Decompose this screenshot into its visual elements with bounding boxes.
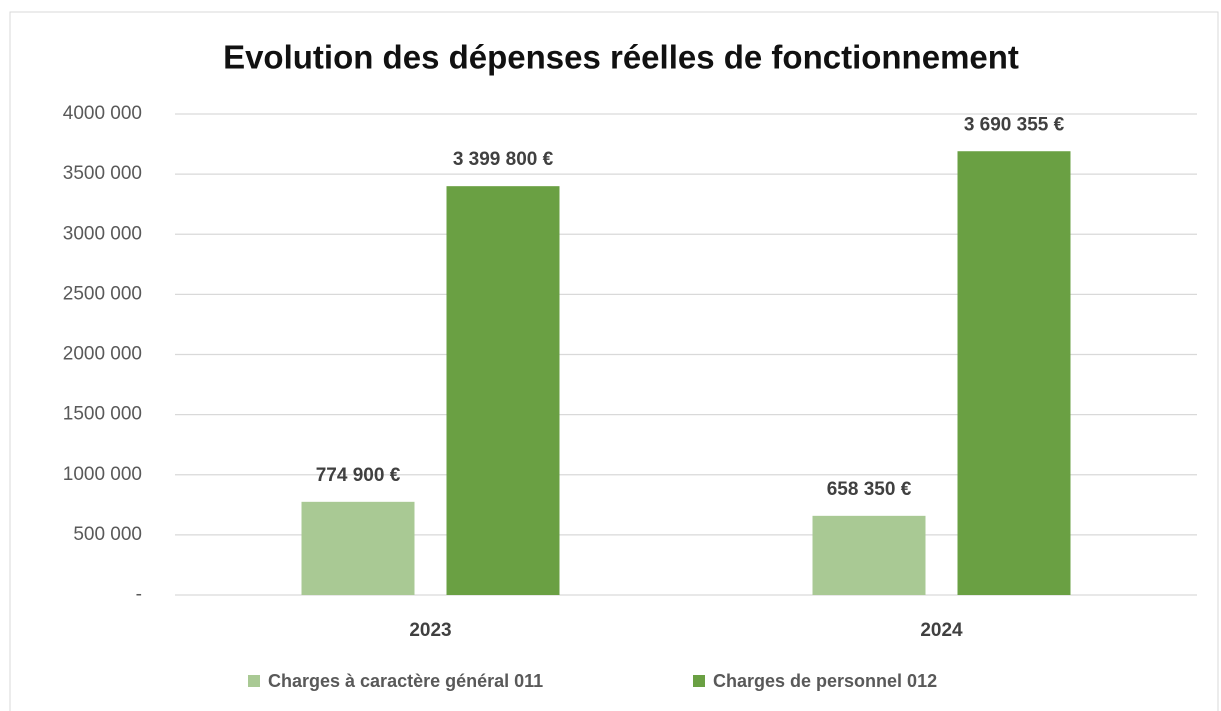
legend-swatch (693, 675, 705, 687)
y-tick-label: 3500 000 (63, 163, 142, 184)
bar (812, 515, 926, 595)
legend-label: Charges de personnel 012 (713, 671, 937, 691)
y-tick-label: 2000 000 (63, 344, 142, 365)
y-tick-label: 3000 000 (63, 223, 142, 244)
x-tick-label: 2023 (409, 620, 451, 641)
bar (957, 151, 1071, 596)
bar (301, 501, 415, 595)
x-tick-label: 2024 (920, 620, 963, 641)
value-label: 658 350 € (827, 479, 912, 500)
y-tick-label: 500 000 (73, 524, 142, 545)
y-tick-label: 2500 000 (63, 283, 142, 304)
bar (446, 186, 560, 595)
y-tick-label: 1500 000 (63, 404, 142, 425)
legend-swatch (248, 675, 260, 687)
legend-label: Charges à caractère général 011 (268, 671, 543, 691)
chart-title: Evolution des dépenses réelles de foncti… (223, 39, 1019, 76)
y-tick-label: 4000 000 (63, 103, 142, 124)
y-tick-label: - (136, 584, 142, 605)
value-label: 3 690 355 € (964, 114, 1065, 135)
y-tick-label: 1000 000 (63, 464, 142, 485)
value-label: 3 399 800 € (453, 149, 554, 170)
value-label: 774 900 € (316, 465, 401, 486)
